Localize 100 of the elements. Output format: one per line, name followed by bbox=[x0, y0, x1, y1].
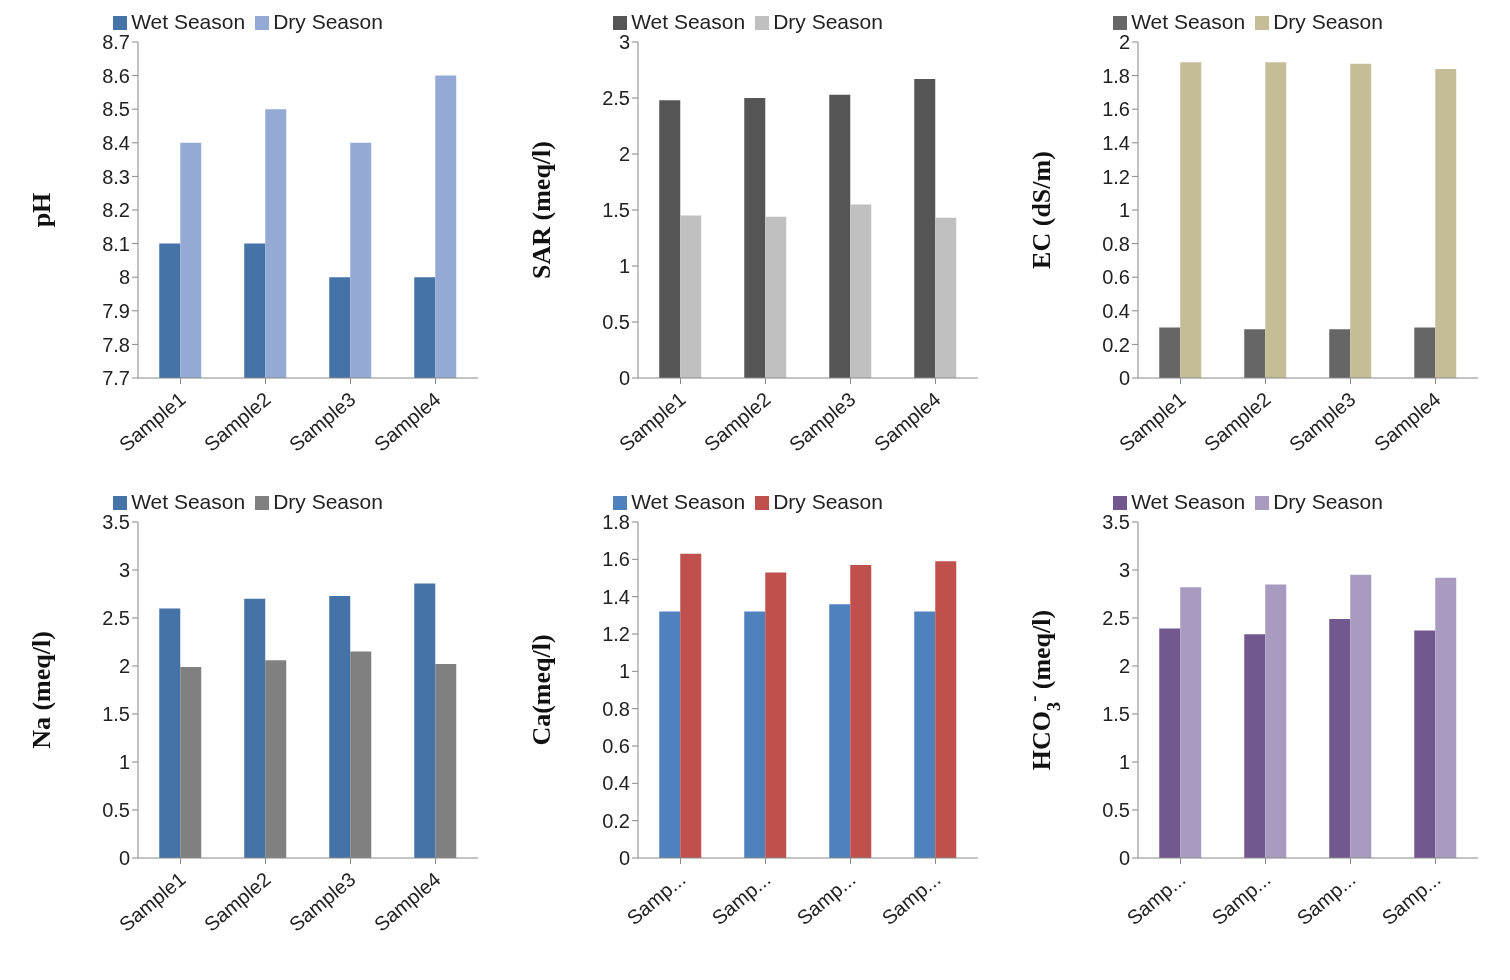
y-tick-label: 1.5 bbox=[602, 199, 630, 222]
y-tick-label: 0.4 bbox=[602, 772, 630, 795]
y-axis-title: pH bbox=[27, 192, 56, 228]
y-tick-label: 7.9 bbox=[102, 299, 130, 322]
bar bbox=[914, 611, 936, 858]
bar bbox=[744, 98, 766, 378]
bar bbox=[1350, 63, 1372, 378]
y-tick-label: 1 bbox=[1118, 751, 1130, 774]
bar bbox=[1350, 574, 1372, 858]
y-tick-label: 8.6 bbox=[102, 64, 130, 87]
bar bbox=[850, 564, 872, 858]
bar bbox=[935, 217, 957, 378]
bar bbox=[1244, 634, 1266, 858]
y-axis-title: SAR (meq/l) bbox=[527, 141, 556, 279]
y-tick-label: 0 bbox=[618, 847, 630, 870]
y-tick-label: 0.6 bbox=[602, 735, 630, 758]
y-tick-label: 8.4 bbox=[102, 131, 130, 154]
bar bbox=[414, 583, 436, 858]
y-tick-label: 8.7 bbox=[102, 31, 130, 54]
y-tick-label: 2 bbox=[1118, 655, 1130, 678]
legend-label: Dry Season bbox=[273, 490, 383, 513]
y-tick-label: 1 bbox=[118, 751, 130, 774]
y-tick-label: 1.8 bbox=[1102, 64, 1130, 87]
y-tick-label: 2 bbox=[118, 655, 130, 678]
y-tick-label: 8.5 bbox=[102, 98, 130, 121]
y-tick-label: 2.5 bbox=[102, 607, 130, 630]
y-axis-title: EC (dS/m) bbox=[1027, 151, 1056, 269]
legend-label: Dry Season bbox=[773, 490, 883, 513]
bar bbox=[829, 94, 851, 378]
y-tick-label: 0 bbox=[1118, 847, 1130, 870]
legend-label: Dry Season bbox=[1273, 490, 1383, 513]
bar bbox=[659, 611, 681, 858]
y-tick-label: 1.4 bbox=[1102, 131, 1130, 154]
bar bbox=[1159, 327, 1181, 378]
legend-label: Dry Season bbox=[1273, 10, 1383, 33]
y-tick-label: 0.4 bbox=[1102, 299, 1130, 322]
y-tick-label: 0.6 bbox=[1102, 266, 1130, 289]
bar bbox=[1159, 628, 1181, 858]
y-tick-label: 1 bbox=[1118, 199, 1130, 222]
bar bbox=[1329, 618, 1351, 858]
y-tick-label: 1.4 bbox=[602, 585, 630, 608]
legend-label: Wet Season bbox=[131, 490, 246, 513]
y-tick-label: 3 bbox=[118, 559, 130, 582]
bar bbox=[680, 553, 702, 858]
y-tick-label: 2.5 bbox=[1102, 607, 1130, 630]
y-tick-label: 1.6 bbox=[602, 548, 630, 571]
y-tick-label: 1.6 bbox=[1102, 98, 1130, 121]
bar bbox=[1180, 587, 1202, 858]
y-tick-label: 2 bbox=[1118, 31, 1130, 54]
y-tick-label: 1.2 bbox=[602, 623, 630, 646]
y-axis-title: Na (meq/l) bbox=[27, 631, 56, 749]
y-tick-label: 2.5 bbox=[602, 87, 630, 110]
y-tick-label: 8.1 bbox=[102, 232, 130, 255]
y-tick-label: 0.5 bbox=[602, 311, 630, 334]
legend-label: Wet Season bbox=[131, 10, 246, 33]
bar bbox=[1265, 584, 1287, 858]
y-tick-label: 0.5 bbox=[102, 799, 130, 822]
y-tick-label: 1.5 bbox=[1102, 703, 1130, 726]
legend-label: Dry Season bbox=[273, 10, 383, 33]
y-tick-label: 7.7 bbox=[102, 367, 130, 390]
bar bbox=[1329, 329, 1351, 378]
y-tick-label: 7.8 bbox=[102, 333, 130, 356]
y-tick-label: 0 bbox=[118, 847, 130, 870]
y-tick-label: 0.8 bbox=[602, 697, 630, 720]
bar bbox=[1414, 630, 1436, 858]
bar bbox=[914, 78, 936, 378]
bar bbox=[1414, 327, 1436, 378]
y-tick-label: 8.3 bbox=[102, 165, 130, 188]
y-tick-label: 1 bbox=[618, 255, 630, 278]
bar bbox=[935, 561, 957, 858]
bar bbox=[765, 572, 787, 858]
bar bbox=[329, 595, 351, 858]
y-tick-label: 1 bbox=[618, 660, 630, 683]
legend-label: Wet Season bbox=[631, 10, 746, 33]
bar bbox=[765, 216, 787, 378]
legend-label: Wet Season bbox=[1131, 490, 1246, 513]
y-axis-title: Ca(meq/l) bbox=[527, 634, 556, 746]
bar bbox=[1265, 62, 1287, 378]
y-tick-label: 3 bbox=[1118, 559, 1130, 582]
y-tick-label: 3.5 bbox=[1102, 511, 1130, 534]
legend-label: Wet Season bbox=[1131, 10, 1246, 33]
bar bbox=[159, 608, 181, 858]
bar bbox=[850, 204, 872, 378]
bar bbox=[829, 604, 851, 858]
y-tick-label: 1.5 bbox=[102, 703, 130, 726]
y-tick-label: 8 bbox=[118, 266, 130, 289]
bar bbox=[680, 215, 702, 378]
bar bbox=[1180, 62, 1202, 378]
y-tick-label: 8.2 bbox=[102, 199, 130, 222]
y-tick-label: 1.8 bbox=[602, 511, 630, 534]
legend-label: Dry Season bbox=[773, 10, 883, 33]
y-tick-label: 0.2 bbox=[1102, 333, 1130, 356]
y-tick-label: 0 bbox=[1118, 367, 1130, 390]
y-tick-label: 3 bbox=[618, 31, 630, 54]
y-tick-label: 1.2 bbox=[1102, 165, 1130, 188]
y-tick-label: 3.5 bbox=[102, 511, 130, 534]
bar bbox=[744, 611, 766, 858]
bar bbox=[244, 598, 266, 858]
bar bbox=[1435, 68, 1457, 378]
bar bbox=[1244, 329, 1266, 378]
